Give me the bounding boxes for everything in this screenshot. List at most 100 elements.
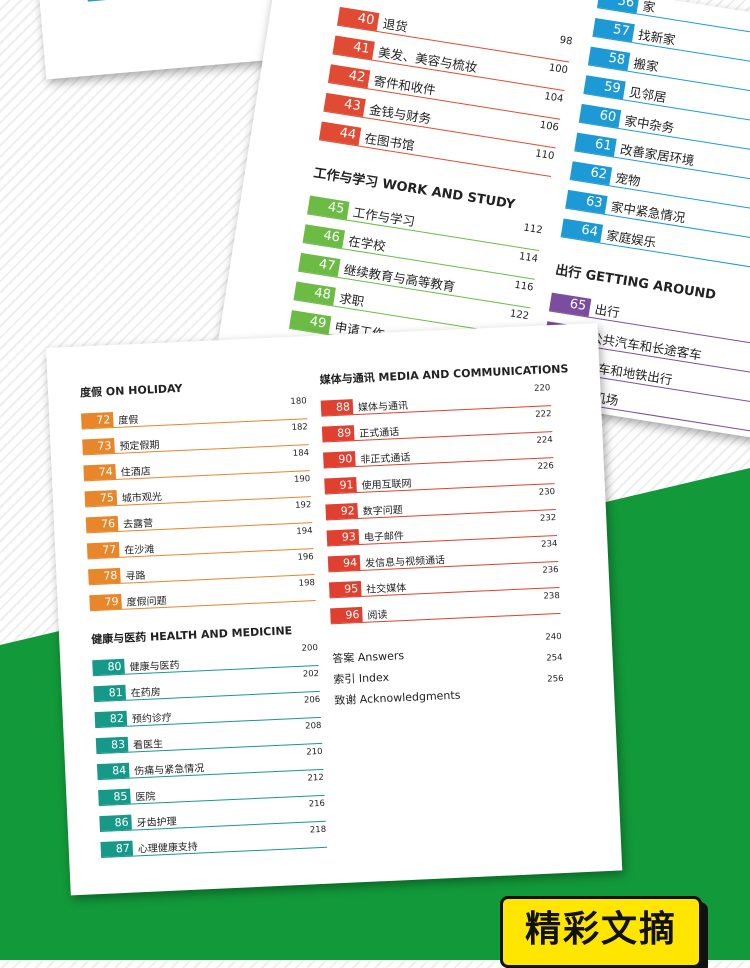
entry-page: 234 (540, 539, 558, 550)
entry-number: 96 (330, 606, 363, 624)
entry-number: 91 (324, 477, 357, 494)
entry-title: 寻路 (125, 570, 146, 583)
section: 健康与医药 HEALTH AND MEDICINE 80 健康与医药 200 81 在药房… (91, 621, 327, 859)
entry-page: 116 (513, 279, 535, 294)
entry-title: 看医生 (132, 739, 164, 752)
entry-title: 致谢 Acknowledgments (334, 688, 461, 708)
entry-title: 宠物 (614, 170, 642, 189)
entry-title: 社交媒体 (366, 582, 407, 596)
entry-number: 41 (332, 35, 375, 60)
entry-number: 76 (85, 515, 119, 533)
entry-page: 110 (534, 148, 555, 163)
entry-page: 226 (537, 461, 555, 472)
entry-page: 194 (296, 526, 313, 537)
entry-number: 95 (328, 580, 362, 598)
entry-number: 78 (88, 567, 121, 585)
entry-page: 182 (291, 422, 309, 433)
entry-number: 83 (95, 736, 129, 754)
entry-title: 在学校 (347, 233, 387, 254)
entry-number: 81 (93, 684, 127, 702)
entry-title: 发信息与视频通话 (364, 555, 446, 570)
entry-title: 找新家 (637, 27, 677, 48)
entry-page: 200 (301, 642, 319, 654)
entry-page: 106 (538, 119, 560, 134)
entry-page: 184 (292, 448, 310, 459)
entry-number: 47 (298, 252, 341, 277)
entry-page: 224 (536, 435, 553, 446)
entry-page: 210 (306, 746, 323, 758)
entry-title: 数字问题 (362, 504, 403, 518)
column: 媒体与通讯 MEDIA AND COMMUNICATIONS 88 媒体与通讯 220… (319, 361, 569, 713)
entry-title: 住酒店 (120, 466, 151, 479)
entry-number: 79 (89, 593, 122, 611)
entry-title: 答案 Answers (332, 649, 405, 666)
entry-number: 75 (84, 489, 118, 507)
entry-title: 出行 (593, 301, 621, 321)
entry-number: 40 (337, 6, 380, 31)
entry-page: 222 (535, 409, 552, 420)
entry-page: 254 (546, 652, 563, 664)
section: 媒体与通讯 MEDIA AND COMMUNICATIONS 88 媒体与通讯 220… (319, 361, 569, 625)
entry-page: 198 (298, 578, 316, 589)
entry-page: 232 (539, 513, 557, 524)
entry-number: 58 (587, 46, 631, 71)
entry-page: 192 (294, 500, 312, 511)
entry-page: 256 (547, 673, 564, 685)
entry-page: 240 (545, 631, 562, 643)
entry-number: 44 (318, 121, 362, 146)
entry-number: 42 (328, 64, 371, 89)
entry-number: 60 (578, 103, 622, 128)
entry-number: 93 (326, 529, 360, 546)
entry-title: 索引 Index (333, 670, 390, 687)
entry-page: 112 (522, 222, 544, 237)
column: 40 退货 98 41 美发、美容与梳妆 100 42 寄件和收件 104 43 金钱与财务 106 4… (288, 0, 574, 369)
entry-number: 59 (583, 75, 626, 100)
entry-page: 114 (518, 251, 539, 265)
entry-number: 46 (302, 224, 346, 249)
entry-title: 阅读 (367, 609, 388, 622)
entry-number: 61 (574, 132, 617, 157)
entry-title: 见邻居 (628, 84, 668, 105)
entry-title: 度假问题 (126, 595, 167, 609)
entry-number: 86 (99, 814, 132, 832)
entry-number: 89 (321, 425, 355, 442)
entry-title: 非正式通话 (360, 452, 411, 466)
entry-page: 190 (293, 474, 311, 485)
entry-number: 88 (320, 399, 354, 416)
entry-number: 84 (96, 762, 130, 780)
entry-page: 236 (542, 564, 559, 576)
entry-number: 45 (307, 195, 350, 220)
entry-title: 在沙滩 (124, 544, 155, 557)
entry-title: 媒体与通讯 (357, 400, 409, 414)
entry-number: 62 (569, 161, 613, 186)
entry-title: 伤痛与紧急情况 (134, 763, 205, 778)
entry-number: 57 (592, 18, 635, 43)
entry-title: 搬家 (632, 55, 660, 75)
entry-page: 208 (304, 720, 322, 732)
entry-number: 82 (94, 710, 128, 728)
section: 56 家 57 找新家 58 搬家 59 见邻居 60 家中杂务 61 改善家居环境 62 宠物 63 家中紧… (560, 0, 750, 277)
entry-number: 92 (325, 503, 359, 520)
column: 度假 ON HOLIDAY 72 度假 180 73 预定假期 182 74 住酒店 184 75 城… (80, 374, 327, 861)
entry-page: 122 (509, 308, 530, 323)
entry-page: 212 (307, 772, 325, 784)
entry-title: 度假 (118, 414, 139, 427)
front-page: 度假 ON HOLIDAY 72 度假 180 73 预定假期 182 74 住酒店 184 75 城… (46, 322, 623, 896)
entry-number: 74 (83, 463, 117, 481)
entry-page: 216 (308, 798, 326, 810)
entry-number: 73 (82, 438, 115, 455)
entry-page: 230 (538, 487, 556, 498)
entry-number: 85 (98, 788, 131, 806)
entry-page: 206 (303, 694, 321, 706)
entry-number: 77 (86, 541, 120, 559)
entry-number: 64 (560, 218, 604, 243)
entry-page: 220 (533, 383, 551, 394)
entry-number: 80 (92, 658, 125, 676)
entry-page: 218 (309, 824, 327, 836)
back-matter: 答案 Answers 240 索引 Index 254 致谢 Acknowledgmen… (332, 632, 565, 713)
entry-title: 预定假期 (119, 439, 160, 453)
entry-title: 心理健康支持 (137, 841, 199, 856)
entry-title: 医院 (135, 791, 156, 804)
section-heading: 媒体与通讯 MEDIA AND COMMUNICATIONS (319, 362, 569, 387)
